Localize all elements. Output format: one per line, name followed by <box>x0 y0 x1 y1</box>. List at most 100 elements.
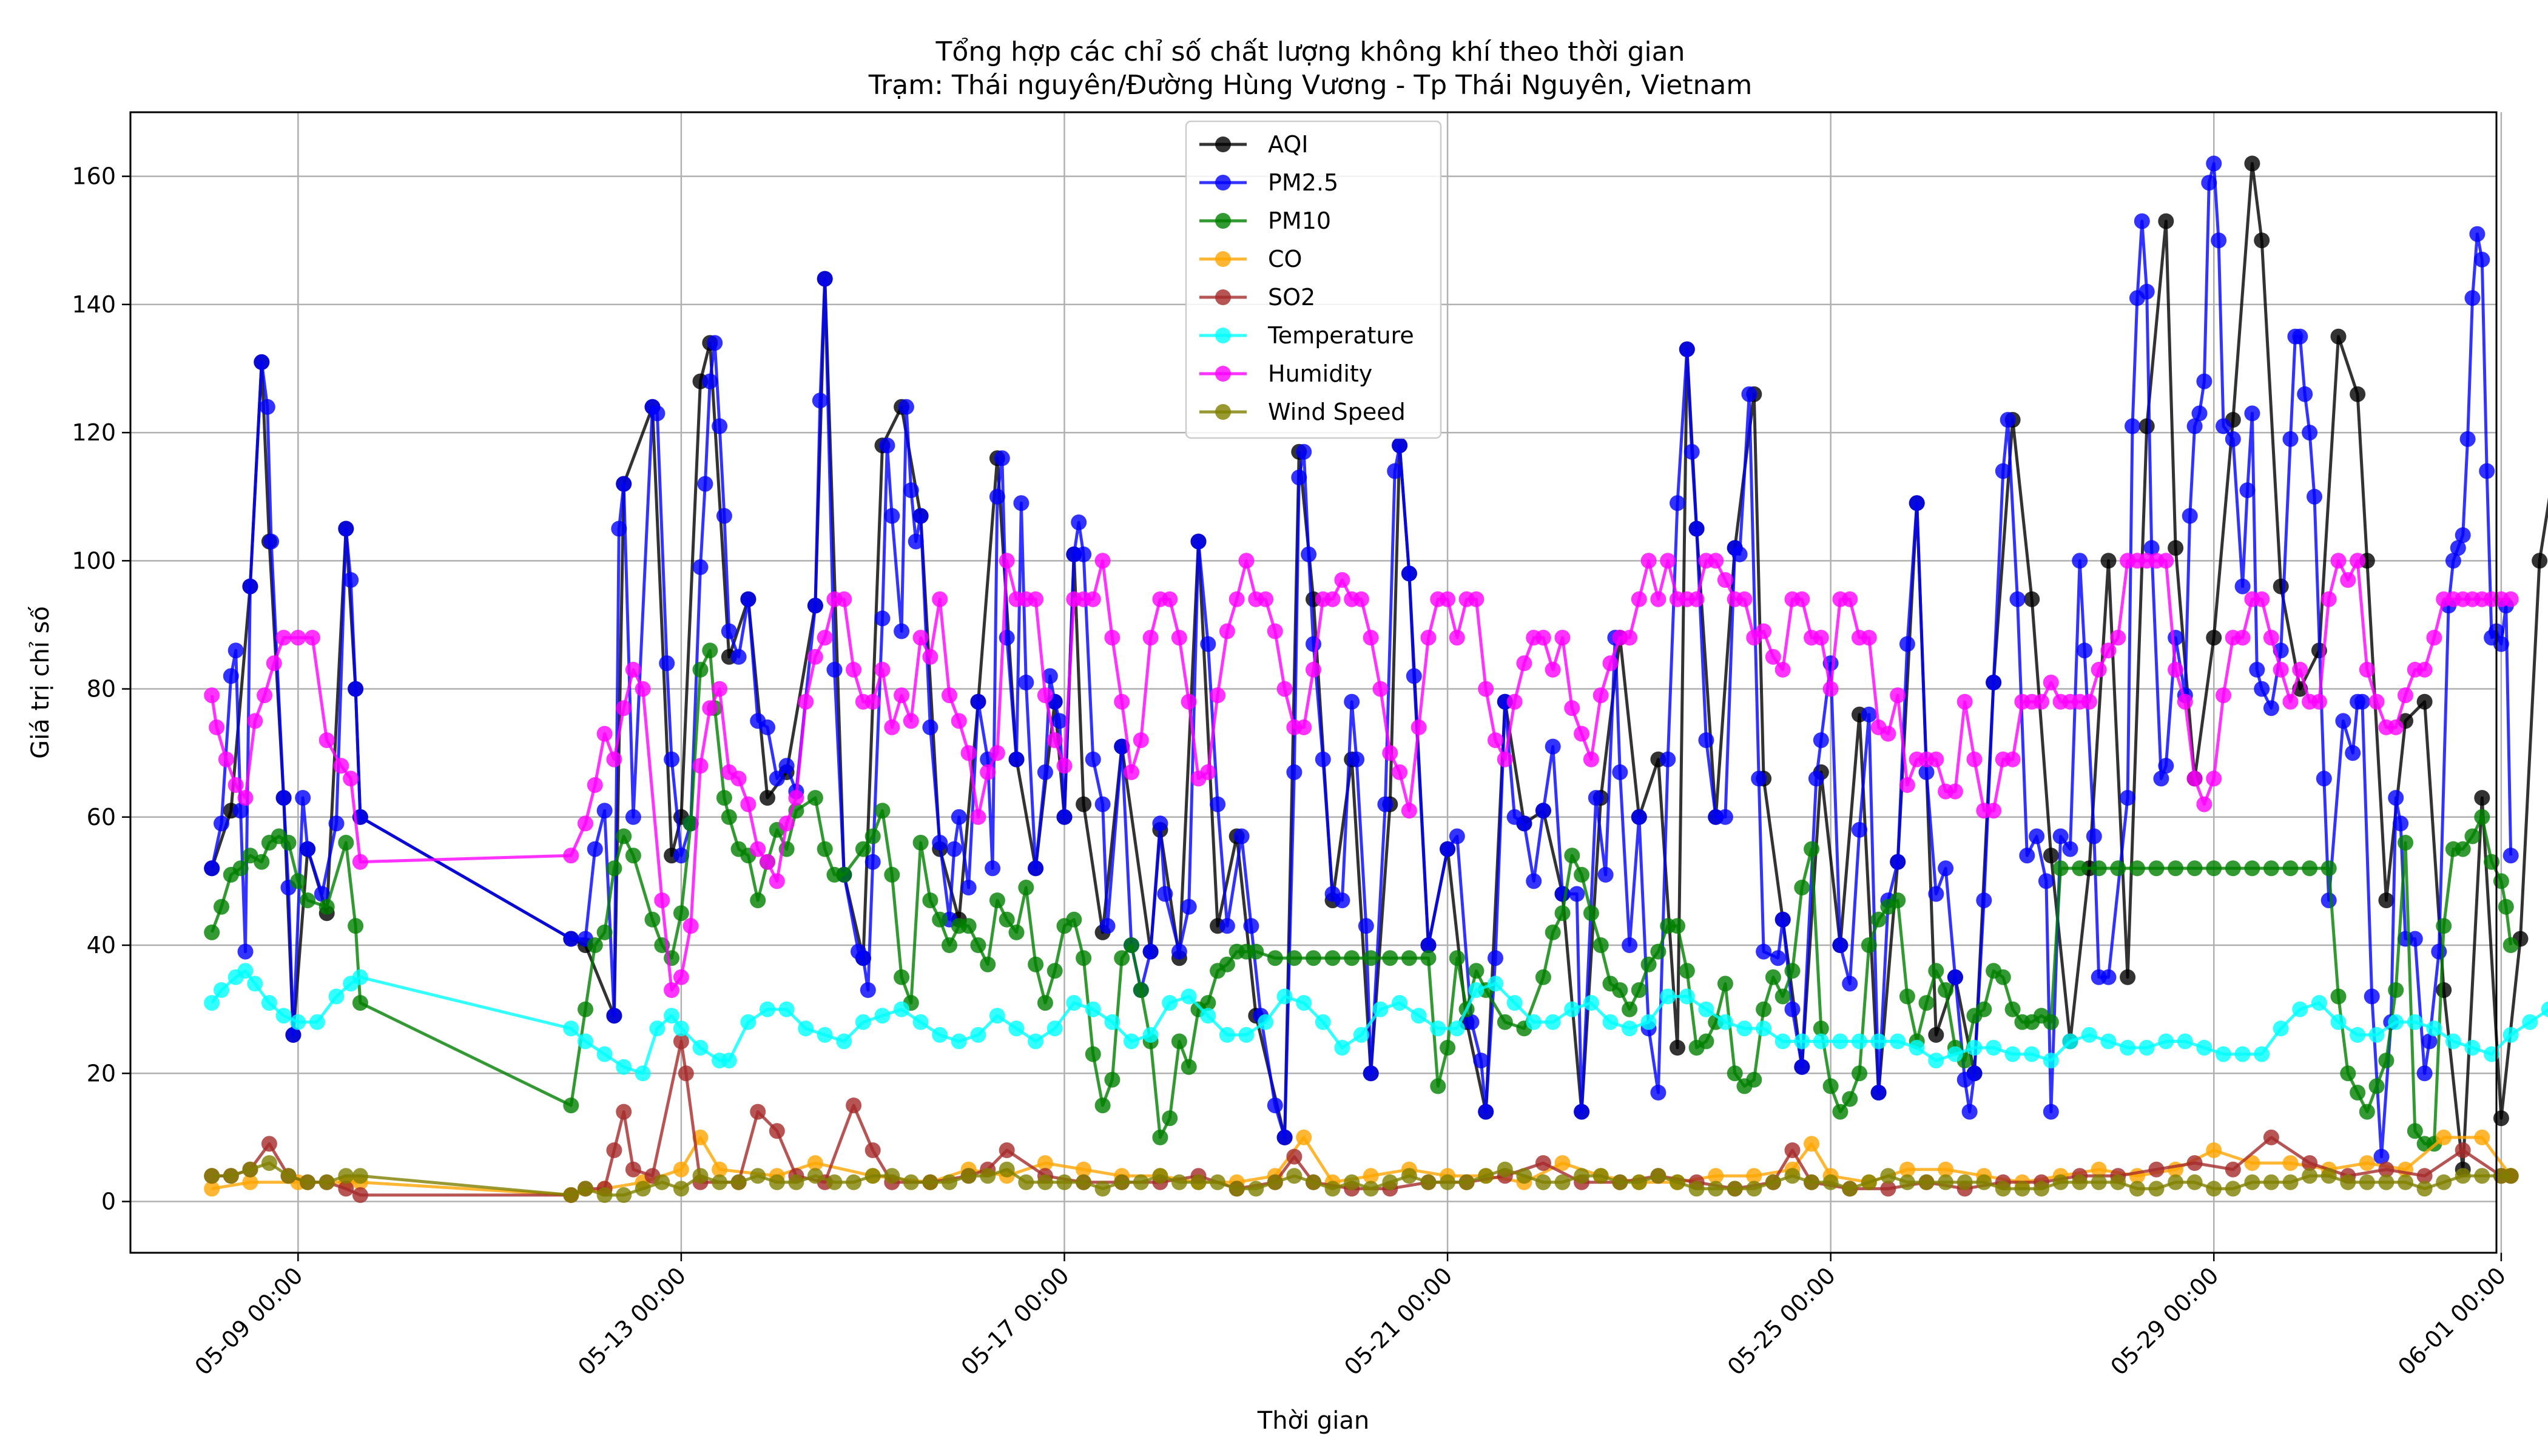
data-point <box>712 418 728 434</box>
data-point <box>1708 1181 1724 1197</box>
series-wind-speed <box>204 1155 2519 1203</box>
data-point <box>2359 1174 2375 1190</box>
data-point <box>1238 1026 1255 1043</box>
data-point <box>237 790 254 806</box>
data-point <box>989 1008 1005 1024</box>
data-point <box>2186 770 2203 787</box>
data-point <box>1200 995 1216 1011</box>
data-point <box>730 1174 747 1190</box>
data-point <box>2445 1033 2461 1050</box>
data-point <box>1842 1181 1858 1197</box>
data-point <box>807 1155 823 1171</box>
data-point <box>2421 1033 2438 1050</box>
data-point <box>836 591 852 607</box>
data-point <box>2110 860 2126 877</box>
data-point <box>673 848 689 864</box>
data-point <box>760 719 775 735</box>
data-point <box>578 1181 593 1197</box>
data-point <box>1286 950 1303 966</box>
data-point <box>1535 1174 1551 1190</box>
data-point <box>1746 1071 1762 1088</box>
data-point <box>836 1033 852 1050</box>
data-point <box>1258 1014 1274 1030</box>
data-point <box>1995 463 2011 479</box>
data-point <box>692 758 709 774</box>
data-point <box>2196 373 2213 389</box>
data-point <box>2416 1065 2433 1082</box>
legend: AQI PM2.5 PM10 CO SO2 Temperature Humidity Wind… <box>1185 120 1442 439</box>
data-point <box>960 880 977 895</box>
data-point <box>2316 770 2332 787</box>
data-point <box>2196 796 2213 812</box>
legend-label: Temperature <box>1267 322 1414 349</box>
data-point <box>2177 693 2193 710</box>
data-point <box>1076 546 1092 562</box>
data-point <box>1473 1053 1489 1069</box>
data-point <box>750 841 766 857</box>
data-point <box>1372 1001 1389 1017</box>
data-point <box>922 1174 939 1190</box>
data-point <box>2086 828 2102 844</box>
data-point <box>2416 661 2433 678</box>
data-point <box>2330 328 2347 345</box>
data-point <box>1890 1033 1906 1050</box>
data-point <box>237 963 254 979</box>
data-point <box>1076 1161 1092 1178</box>
data-point <box>1679 341 1695 357</box>
data-point <box>2191 405 2208 422</box>
y-tick-label: 60 <box>87 804 116 831</box>
data-point <box>1363 630 1379 646</box>
data-point <box>305 630 320 646</box>
data-point <box>2388 982 2404 998</box>
data-point <box>1190 1174 1207 1190</box>
data-point <box>654 892 670 909</box>
data-point <box>2398 687 2413 704</box>
data-point <box>1899 636 1915 652</box>
data-point <box>2464 1040 2481 1056</box>
data-point <box>894 623 910 639</box>
data-point <box>1842 591 1858 607</box>
data-point <box>712 1161 728 1178</box>
series-line-wind-speed <box>212 1161 2511 1197</box>
data-point <box>352 1187 368 1203</box>
data-point <box>2129 860 2145 877</box>
data-point <box>1612 1174 1628 1190</box>
data-point <box>1909 1040 1925 1056</box>
data-point <box>1099 918 1116 934</box>
data-point <box>2206 1142 2222 1158</box>
data-point <box>1660 751 1676 767</box>
data-point <box>2455 527 2471 544</box>
data-point <box>1861 630 1877 646</box>
data-point <box>716 790 732 806</box>
data-point <box>999 1142 1015 1158</box>
data-point <box>259 399 275 415</box>
data-point <box>625 809 641 825</box>
data-point <box>1727 1181 1743 1197</box>
data-point <box>1842 1091 1858 1107</box>
data-point <box>1784 963 1801 979</box>
data-point <box>1114 950 1130 966</box>
legend-item-pm2-5: PM2.5 <box>1199 169 1338 196</box>
data-point <box>649 1020 666 1037</box>
data-point <box>309 1014 325 1030</box>
data-point <box>1526 873 1542 889</box>
data-point <box>2541 1001 2548 1017</box>
data-point <box>343 770 359 787</box>
legend-marker <box>1215 136 1231 152</box>
data-point <box>2464 290 2481 306</box>
data-point <box>2043 675 2059 690</box>
data-point <box>563 931 579 947</box>
data-point <box>960 918 977 934</box>
data-point <box>1966 751 1983 767</box>
data-point <box>2474 1168 2490 1184</box>
data-point <box>2062 1033 2078 1050</box>
data-point <box>1976 1001 1992 1017</box>
data-point <box>2120 1040 2136 1056</box>
data-point <box>338 1168 354 1184</box>
data-point <box>2502 1026 2519 1043</box>
data-point <box>1133 1174 1149 1190</box>
data-point <box>1928 886 1944 902</box>
data-point <box>894 1001 910 1017</box>
data-point <box>318 1174 335 1190</box>
data-point <box>1488 950 1503 966</box>
